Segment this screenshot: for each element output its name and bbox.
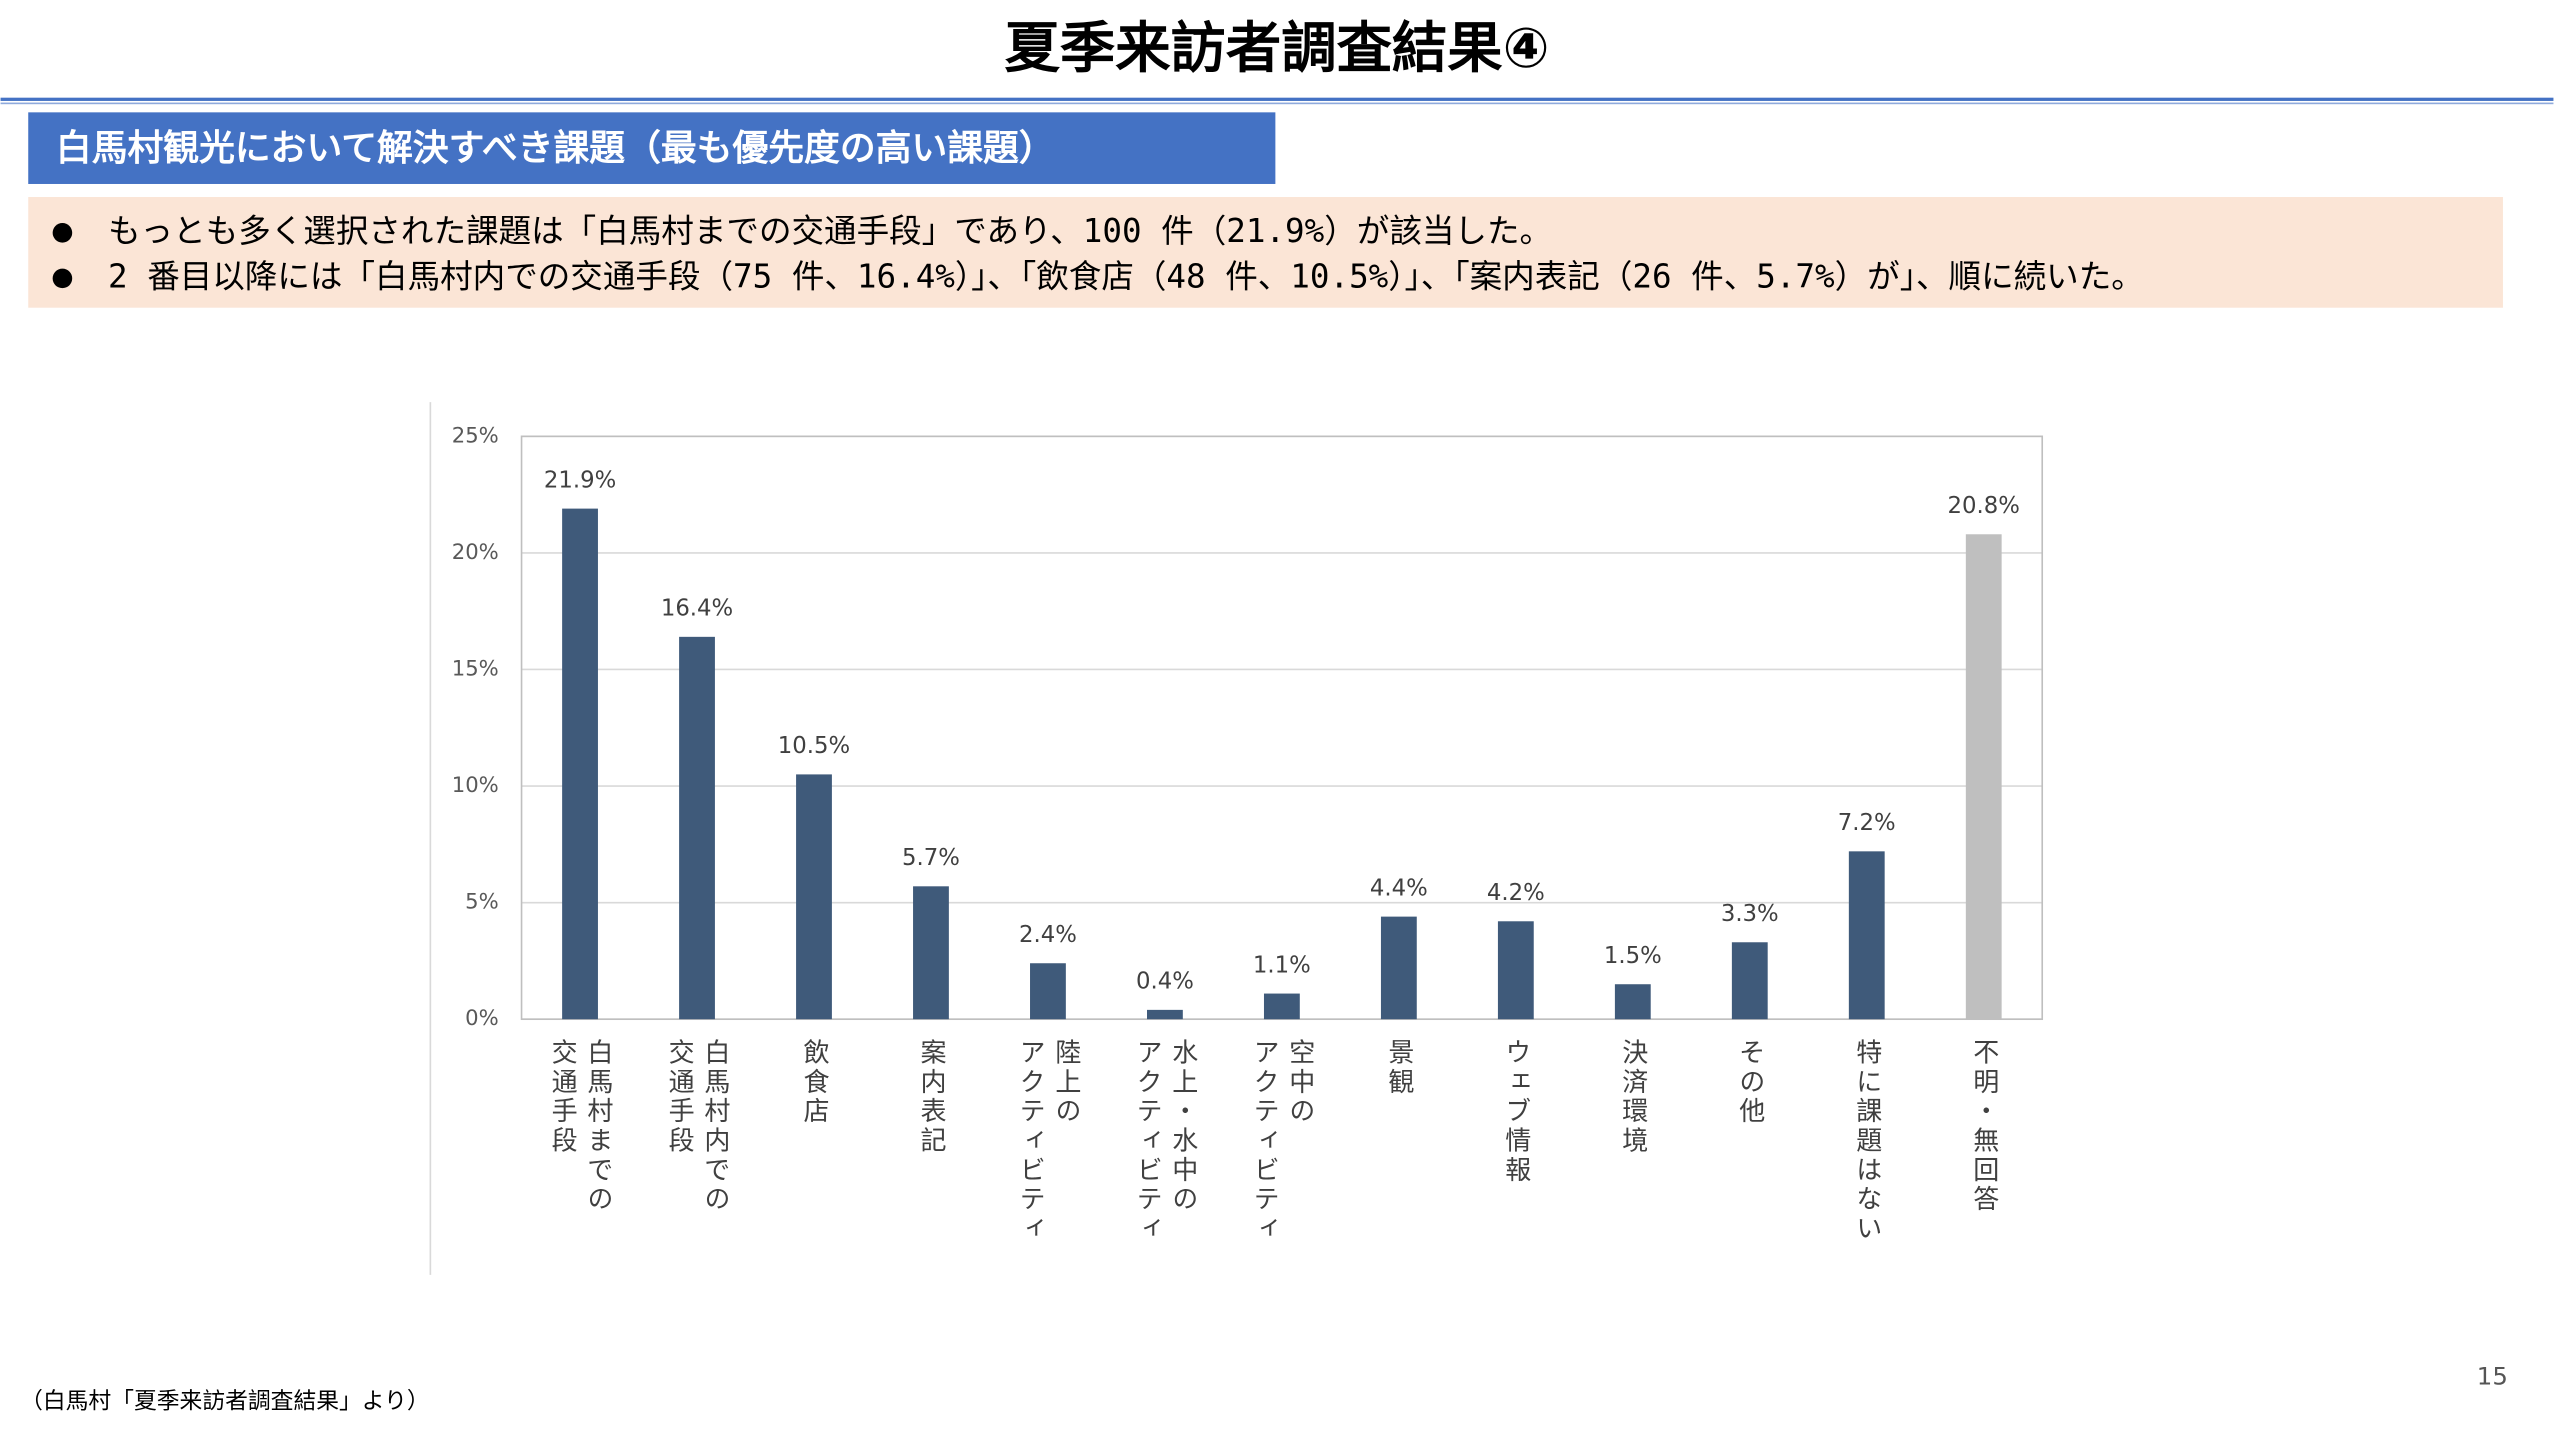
bar <box>1614 984 1651 1020</box>
data-label: 20.8% <box>1948 493 2020 519</box>
y-tick-label: 10% <box>452 772 499 797</box>
data-label: 0.4% <box>1136 969 1194 995</box>
y-tick-label: 20% <box>452 539 499 564</box>
page-number: 15 <box>2477 1361 2508 1390</box>
section-band <box>28 112 1276 184</box>
x-tick-label: 景観 <box>1384 1039 1414 1098</box>
x-tick-label: 飲食店 <box>799 1039 829 1127</box>
data-label: 7.2% <box>1838 810 1896 836</box>
chart: 0%5%10%15%20%25%白馬村までの交通手段21.9%白馬村内での交通手… <box>452 422 2044 1244</box>
x-tick-label: アクティビティ <box>1015 1039 1045 1244</box>
bar <box>913 886 949 1020</box>
x-tick-label: ウェブ情報 <box>1501 1039 1531 1185</box>
bar <box>1965 534 2002 1020</box>
data-label: 1.1% <box>1253 952 1311 978</box>
data-label: 2.4% <box>1019 922 1077 948</box>
bar <box>1848 851 1885 1020</box>
section-title: 白馬村観光において解決すべき課題（最も優先度の高い課題） <box>56 128 1055 169</box>
x-tick-label: アクティビティ <box>1132 1039 1162 1244</box>
x-tick-label: 不明・無回答 <box>1969 1039 1999 1215</box>
bullet-dot <box>52 268 73 289</box>
x-tick-label: 空中の <box>1285 1039 1315 1127</box>
bar <box>1030 963 1066 1020</box>
bar <box>1731 942 1768 1020</box>
x-tick-label: アクティビティ <box>1249 1039 1279 1244</box>
source-note: （白馬村「夏季来訪者調査結果」より） <box>20 1388 430 1414</box>
data-label: 4.4% <box>1370 875 1428 901</box>
bar <box>1147 1009 1183 1020</box>
bar <box>562 508 598 1020</box>
data-label: 3.3% <box>1721 901 1779 927</box>
title-rule-thin <box>0 102 2554 105</box>
bullet-dot <box>52 223 73 243</box>
x-tick-label: 交通手段 <box>664 1039 694 1156</box>
x-tick-label: 案内表記 <box>916 1039 946 1156</box>
bar <box>1380 916 1417 1020</box>
data-label: 5.7% <box>902 845 960 871</box>
x-tick-label: 交通手段 <box>547 1039 577 1156</box>
data-label: 1.5% <box>1604 943 1662 969</box>
x-tick-label: 陸上の <box>1051 1039 1081 1127</box>
plot-border <box>520 435 2044 1021</box>
bullet-text: もっとも多く選択された課題は「白馬村までの交通手段」であり、100 件（21.9… <box>108 212 1552 250</box>
bar <box>796 774 832 1020</box>
bullet-text: 2 番目以降には「白馬村内での交通手段（75 件、16.4%）」、「飲食店（48… <box>108 257 2144 295</box>
y-tick-label: 5% <box>465 889 499 914</box>
x-tick-label: 特に課題はない <box>1852 1039 1882 1244</box>
x-tick-label: 決済環境 <box>1618 1039 1648 1156</box>
x-tick-label: 白馬村までの <box>583 1039 613 1215</box>
data-label: 4.2% <box>1487 880 1545 906</box>
summary-box <box>28 197 2503 308</box>
bar <box>1497 921 1534 1020</box>
title-rule <box>0 97 2554 101</box>
x-tick-label: その他 <box>1735 1039 1765 1127</box>
bar <box>679 636 715 1020</box>
data-label: 16.4% <box>661 596 733 622</box>
data-label: 10.5% <box>778 733 850 759</box>
y-tick-label: 25% <box>452 422 499 447</box>
y-tick-label: 15% <box>452 655 499 680</box>
x-tick-label: 水上・水中の <box>1168 1039 1198 1215</box>
bar <box>1263 993 1300 1020</box>
x-tick-label: 白馬村内での <box>700 1039 730 1215</box>
y-tick-label: 0% <box>465 1005 499 1030</box>
data-label: 21.9% <box>544 467 616 493</box>
slide-title: 夏季来訪者調査結果④ <box>1005 17 1550 81</box>
